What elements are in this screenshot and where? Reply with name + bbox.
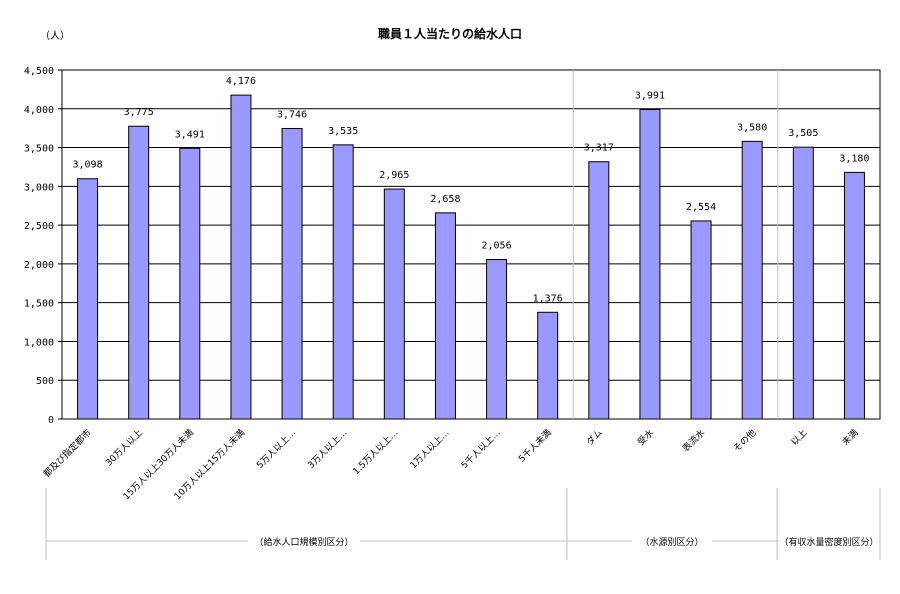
data-label: 2,056: [482, 241, 512, 252]
chart-title: 職員１人当たりの給水人口: [378, 26, 522, 41]
bar: [383, 188, 405, 420]
bar: [843, 171, 865, 420]
data-label: 3,505: [788, 128, 818, 139]
bar: [434, 212, 456, 420]
category-label: ダム: [584, 427, 605, 448]
group-label-population-size: （給水人口規模別区分）: [254, 536, 353, 548]
category-label: 30万人以上: [103, 427, 144, 468]
y-tick-label: 4,500: [24, 66, 54, 77]
y-tick-label: 500: [36, 376, 54, 387]
data-label: 3,180: [839, 153, 869, 164]
data-label: 2,554: [686, 202, 716, 213]
y-tick-label: 1,000: [24, 337, 54, 348]
bar: [332, 144, 354, 420]
category-label: 5千人未満: [516, 427, 554, 465]
data-label: 3,580: [737, 122, 767, 133]
bar: [77, 178, 99, 420]
y-tick-label: 3,500: [24, 144, 54, 155]
bar: [537, 311, 559, 420]
group-label-density: （有収水量密度別区分）: [779, 536, 878, 548]
group-label-water-source: （水源別区分）: [640, 536, 703, 548]
bar: [792, 146, 814, 420]
category-label: 5万人以上…: [255, 427, 299, 471]
category-label: 5千人以上…: [459, 427, 503, 471]
data-label: 3,746: [277, 109, 307, 120]
data-label: 3,098: [73, 160, 103, 171]
y-tick-label: 4,000: [24, 105, 54, 116]
value-labels: 3,098 3,775 3,491 4,176 3,746 3,535 2,965 2,658…: [73, 76, 870, 304]
y-tick-label: 3,000: [24, 182, 54, 193]
data-label: 3,317: [584, 143, 614, 154]
category-label: 表流水: [680, 427, 708, 455]
category-label: 受水: [635, 427, 656, 448]
y-tick-label: 1,500: [24, 299, 54, 310]
bar: [639, 108, 661, 420]
category-label: その他: [731, 427, 759, 455]
category-label: 都及び指定都市: [41, 427, 94, 480]
data-label: 2,658: [430, 194, 460, 205]
bar: [179, 147, 201, 420]
data-label: 4,176: [226, 76, 256, 87]
bars: [77, 94, 865, 420]
data-label: 2,965: [379, 170, 409, 181]
bar: [128, 125, 150, 420]
y-tick-label: 2,000: [24, 260, 54, 271]
category-label: 未満: [839, 427, 860, 448]
bar: [588, 161, 610, 420]
data-label: 3,991: [635, 90, 665, 101]
bar: [690, 220, 712, 420]
y-axis-ticks: 0 500 1,000 1,500 2,000 2,500 3,000 3,500 4,000 4…: [24, 66, 62, 426]
bar: [281, 127, 303, 420]
y-tick-label: 0: [48, 415, 54, 426]
category-label: 1.5万人以上…: [351, 427, 401, 477]
bar: [741, 140, 763, 420]
data-label: 1,376: [533, 293, 563, 304]
y-unit-label: （人）: [40, 30, 70, 42]
group-separators: [572, 70, 779, 419]
y-tick-label: 2,500: [24, 221, 54, 232]
bar: [486, 259, 508, 420]
bar: [230, 94, 252, 420]
category-label: 以上: [789, 427, 810, 448]
data-label: 3,535: [328, 126, 358, 137]
category-label: 3万人以上…: [306, 427, 350, 471]
data-label: 3,775: [124, 107, 154, 118]
data-label: 3,491: [175, 129, 205, 140]
group-bands: （給水人口規模別区分） （水源別区分） （有収水量密度別区分）: [45, 488, 881, 560]
category-label: 1万人以上…: [408, 427, 452, 471]
